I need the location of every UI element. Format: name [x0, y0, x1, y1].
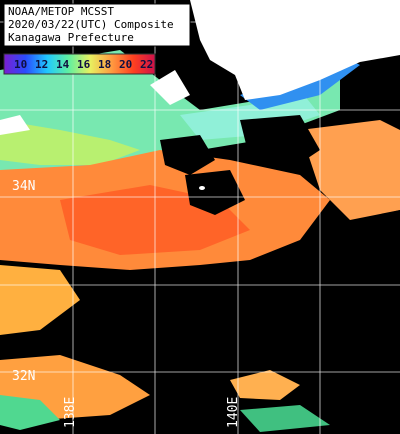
land: [0, 0, 400, 190]
colorbar-label: 20: [119, 58, 132, 71]
title-line: Kanagawa Prefecture: [8, 31, 134, 44]
title-box: [3, 3, 191, 47]
title-line: NOAA/METOP MCSST: [8, 5, 114, 18]
colorbar-label: 18: [98, 58, 111, 71]
colorbar-label: 12: [35, 58, 48, 71]
lon-label: 140E: [226, 397, 241, 428]
lat-label: 34N: [12, 179, 35, 194]
colorbar-labels: 10 12 14 16 18 20 22: [14, 58, 153, 71]
lon-label: 138E: [63, 397, 78, 428]
colorbar-label: 14: [56, 58, 70, 71]
colorbar: [3, 53, 156, 75]
colorbar-label: 16: [77, 58, 91, 71]
lat-label: 32N: [12, 369, 35, 384]
colorbar-label: 10: [14, 58, 27, 71]
cloud-mask: [80, 115, 400, 370]
colorbar-label: 22: [140, 58, 153, 71]
title-line: 2020/03/22(UTC) Composite: [8, 18, 174, 31]
